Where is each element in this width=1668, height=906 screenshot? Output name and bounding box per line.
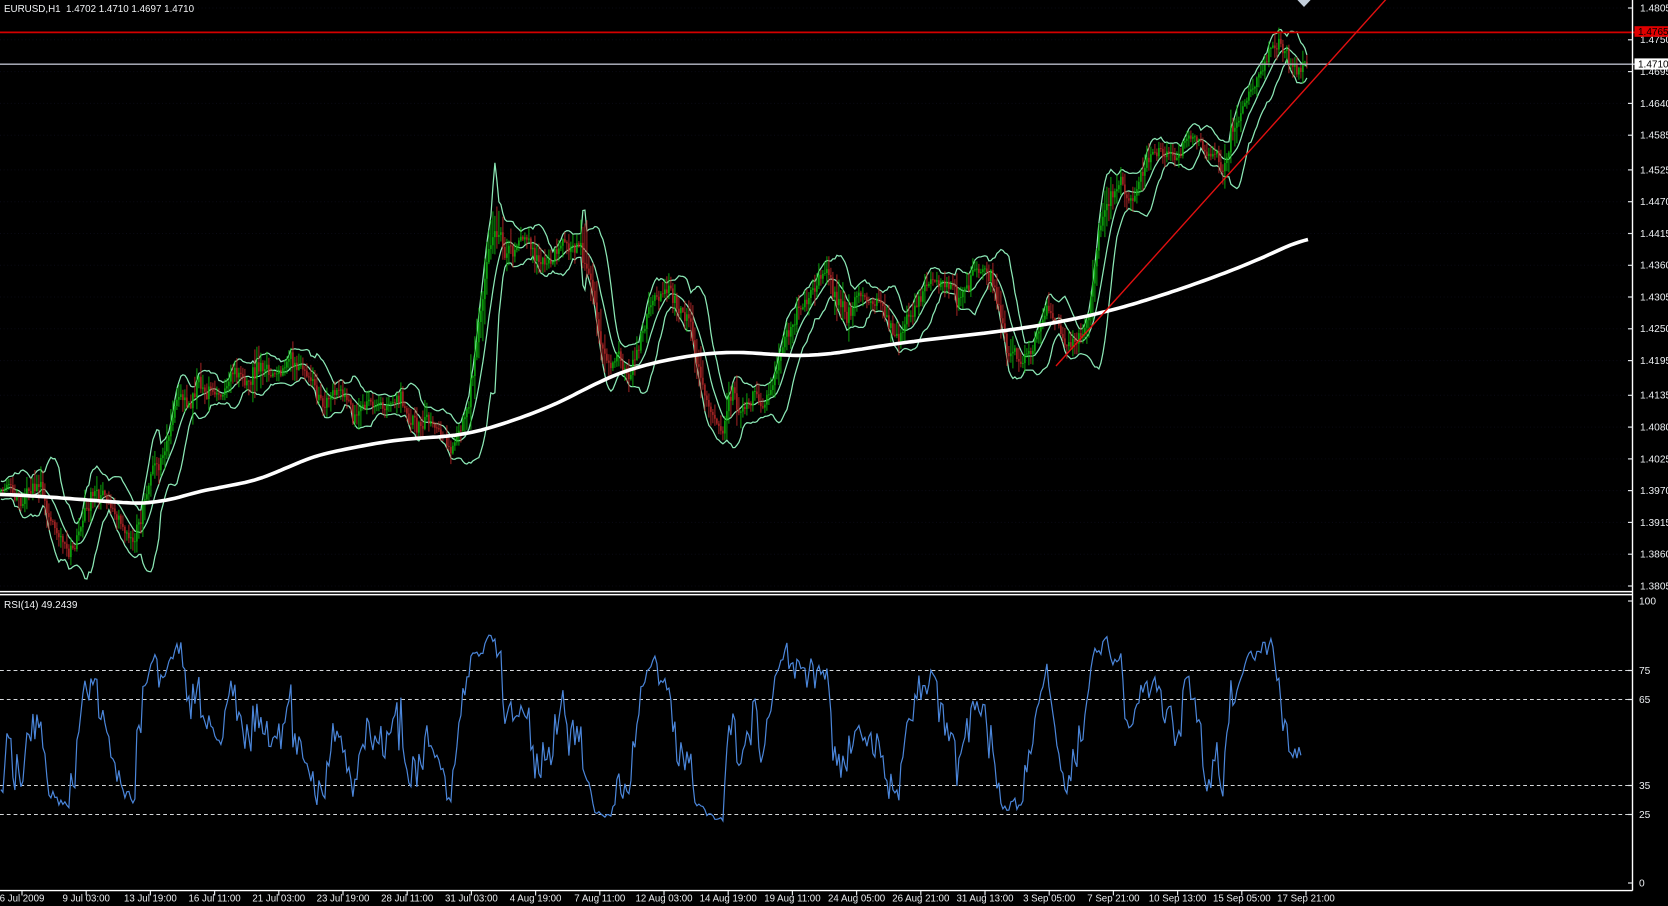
- svg-text:23 Jul 19:00: 23 Jul 19:00: [317, 894, 370, 905]
- svg-text:1.3805: 1.3805: [1640, 581, 1668, 592]
- svg-text:1.4750: 1.4750: [1640, 35, 1668, 46]
- svg-text:1.4305: 1.4305: [1640, 292, 1668, 303]
- svg-text:7 Aug 11:00: 7 Aug 11:00: [574, 894, 626, 905]
- svg-text:1.4695: 1.4695: [1640, 67, 1668, 78]
- svg-text:19 Aug 11:00: 19 Aug 11:00: [764, 894, 821, 905]
- svg-text:1.4710: 1.4710: [1638, 59, 1668, 70]
- svg-text:15 Sep 05:00: 15 Sep 05:00: [1213, 894, 1271, 905]
- svg-text:12 Aug 03:00: 12 Aug 03:00: [635, 894, 693, 905]
- svg-text:1.3970: 1.3970: [1640, 486, 1668, 497]
- svg-text:24 Aug 05:00: 24 Aug 05:00: [828, 894, 886, 905]
- svg-text:RSI(14) 49.2439: RSI(14) 49.2439: [4, 600, 78, 611]
- svg-text:1.4135: 1.4135: [1640, 391, 1668, 402]
- svg-text:1.3915: 1.3915: [1640, 518, 1668, 529]
- svg-text:31 Aug 13:00: 31 Aug 13:00: [956, 894, 1014, 905]
- svg-text:26 Aug 21:00: 26 Aug 21:00: [892, 894, 950, 905]
- svg-text:35: 35: [1639, 781, 1651, 792]
- svg-text:EURUSD,H1 1.4702 1.4710 1.469: EURUSD,H1 1.4702 1.4710 1.4697 1.4710: [4, 4, 195, 15]
- svg-text:25: 25: [1639, 810, 1651, 821]
- svg-text:17 Sep 21:00: 17 Sep 21:00: [1277, 894, 1335, 905]
- svg-text:14 Aug 19:00: 14 Aug 19:00: [700, 894, 758, 905]
- svg-text:1.4525: 1.4525: [1640, 165, 1668, 176]
- svg-text:1.4025: 1.4025: [1640, 454, 1668, 465]
- svg-text:3 Sep 05:00: 3 Sep 05:00: [1023, 894, 1076, 905]
- svg-text:1.3860: 1.3860: [1640, 550, 1668, 561]
- svg-text:1.4415: 1.4415: [1640, 229, 1668, 240]
- svg-text:100: 100: [1639, 596, 1656, 607]
- svg-text:7 Sep 21:00: 7 Sep 21:00: [1087, 894, 1140, 905]
- svg-text:1.4360: 1.4360: [1640, 261, 1668, 272]
- svg-text:65: 65: [1639, 695, 1651, 706]
- svg-text:10 Sep 13:00: 10 Sep 13:00: [1149, 894, 1207, 905]
- svg-text:1.4470: 1.4470: [1640, 197, 1668, 208]
- svg-text:1.4765: 1.4765: [1638, 27, 1668, 38]
- svg-text:1.4080: 1.4080: [1640, 423, 1668, 434]
- svg-text:16 Jul 11:00: 16 Jul 11:00: [189, 894, 242, 905]
- svg-text:1.4805: 1.4805: [1640, 3, 1668, 14]
- svg-text:28 Jul 11:00: 28 Jul 11:00: [381, 894, 434, 905]
- svg-text:1.4250: 1.4250: [1640, 324, 1668, 335]
- svg-text:75: 75: [1639, 666, 1651, 677]
- svg-text:1.4195: 1.4195: [1640, 356, 1668, 367]
- svg-text:1.4640: 1.4640: [1640, 99, 1668, 110]
- svg-text:0: 0: [1639, 878, 1645, 889]
- svg-text:4 Aug 19:00: 4 Aug 19:00: [510, 894, 562, 905]
- svg-text:21 Jul 03:00: 21 Jul 03:00: [252, 894, 305, 905]
- svg-text:6 Jul 2009: 6 Jul 2009: [0, 894, 44, 905]
- svg-text:31 Jul 03:00: 31 Jul 03:00: [445, 894, 498, 905]
- svg-text:1.4585: 1.4585: [1640, 131, 1668, 142]
- svg-text:13 Jul 19:00: 13 Jul 19:00: [124, 894, 177, 905]
- svg-text:9 Jul 03:00: 9 Jul 03:00: [62, 894, 110, 905]
